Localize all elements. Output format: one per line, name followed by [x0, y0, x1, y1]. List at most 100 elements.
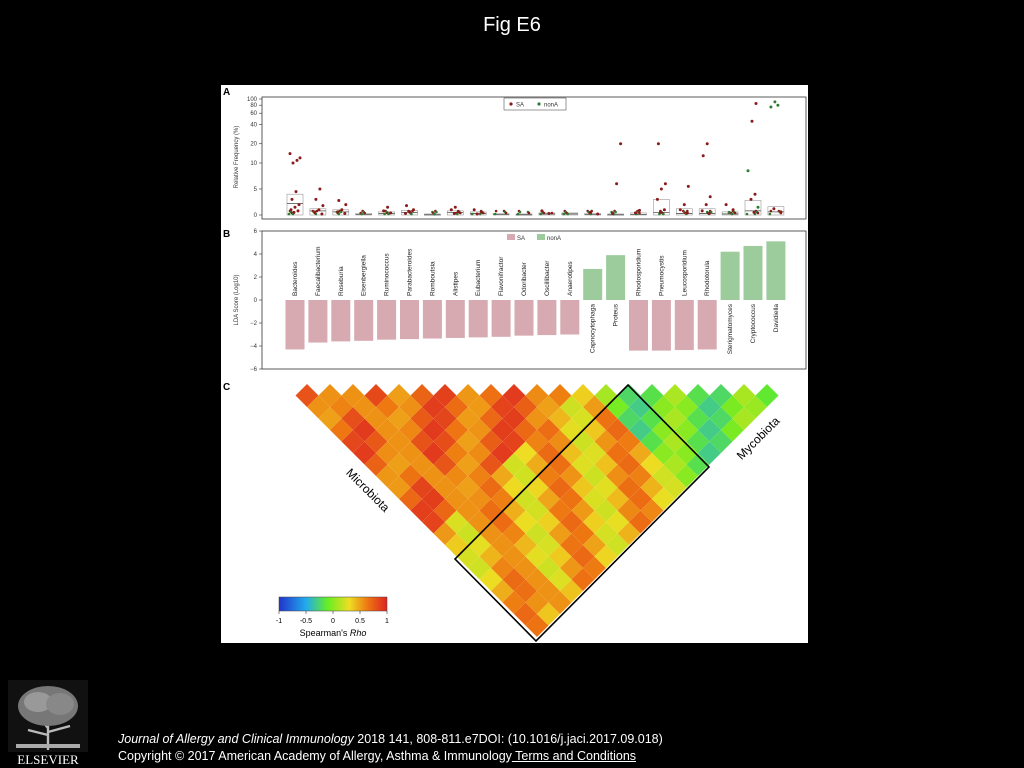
panel-b-category-label: Parabacteroides	[407, 248, 414, 296]
panel-b-category-label: Davidiella	[773, 304, 780, 333]
panel-a-point	[433, 212, 436, 216]
colorbar-tick-label: 1	[385, 618, 389, 625]
panel-a-outlier	[295, 158, 299, 162]
panel-b-ytick-label: −2	[250, 321, 258, 327]
panel-a-point	[493, 212, 497, 216]
panel-a-outlier	[292, 210, 296, 214]
panel-a-point	[662, 212, 665, 216]
panel-b-bar	[720, 251, 740, 300]
panel-a-box	[653, 199, 670, 216]
panel-b-bar	[422, 300, 442, 339]
panel-a-outlier	[540, 209, 544, 213]
panel-a-frame	[261, 96, 807, 220]
panel-a-point	[287, 212, 291, 216]
elsevier-logo-text: ELSEVIER	[17, 752, 79, 766]
panel-b-legend: SA nonA	[507, 234, 561, 242]
panel-a-box	[767, 206, 785, 216]
panel-a-outlier	[615, 182, 619, 186]
panel-b-bar	[308, 300, 328, 343]
panel-a-outlier	[382, 209, 386, 213]
panel-a-outlier	[294, 190, 298, 194]
panel-label-a: A	[223, 87, 230, 98]
panel-a-outlier	[479, 210, 483, 214]
panel-a-outlier	[344, 203, 348, 207]
panel-a-outlier	[343, 211, 347, 215]
panel-a-outlier	[547, 211, 551, 215]
panel-b-category-label: Flavonifractor	[498, 256, 505, 296]
copyright-text: Copyright © 2017 American Academy of All…	[118, 749, 512, 763]
panel-a-point	[518, 210, 522, 214]
panel-a-outlier	[750, 119, 754, 123]
terms-link[interactable]: Terms and Conditions	[511, 749, 637, 763]
panel-b-bar	[445, 300, 465, 338]
panel-a-outlier	[340, 208, 344, 212]
panel-a-point	[614, 210, 617, 214]
citation-line-2: Copyright © 2017 American Academy of All…	[118, 748, 663, 765]
panel-a-ytick-label: 100	[247, 97, 258, 103]
panel-a-outlier	[313, 210, 317, 214]
panel-b-bar	[606, 255, 626, 300]
panel-a-outlier	[449, 208, 453, 212]
panel-a-outlier	[317, 208, 321, 212]
panel-a-outlier	[589, 210, 593, 214]
panel-a-ytick-label: 60	[250, 111, 257, 117]
panel-a-outlier	[638, 208, 641, 212]
colorbar-tick-label: -1	[276, 618, 282, 625]
colorbar-tick-label: -0.5	[300, 618, 312, 625]
panel-a-point	[550, 211, 554, 215]
panel-a-outlier	[708, 195, 712, 199]
citation-details: 2018 141, 808-811.e7DOI: (10.1016/j.jaci…	[353, 732, 663, 746]
panel-b-bar	[377, 300, 397, 340]
panel-a-outlier	[611, 211, 615, 215]
panel-a-ytick-label: 20	[250, 142, 257, 148]
elsevier-logo: ELSEVIER	[8, 680, 88, 766]
panel-a-point	[363, 211, 366, 215]
panel-label-c: C	[223, 382, 230, 393]
panel-a-outlier	[452, 211, 456, 215]
panel-a-outlier	[297, 203, 301, 207]
panel-a-outlier	[475, 212, 479, 216]
panel-b-bar	[400, 300, 419, 340]
panel-a-point	[527, 211, 531, 215]
panel-a-outlier	[700, 209, 704, 213]
panel-b-category-label: Anaerotipes	[567, 261, 574, 296]
panel-b-ytick-label: −4	[250, 344, 258, 350]
panel-b-category-label: Rhodotorula	[704, 260, 711, 296]
panel-b-category-label: Eisenbergiella	[361, 255, 368, 296]
panel-b-bar	[697, 300, 717, 350]
panel-a-ylabel: Relative Frequency (%)	[234, 126, 240, 189]
colorbar: -1 -0.5 0 0.5 1 Spearman's Rho	[276, 596, 389, 638]
panel-a-outlier	[754, 102, 758, 106]
panel-a-ytick-label: 80	[250, 103, 257, 109]
panel-b-bar	[651, 300, 671, 351]
colorbar-tick-label: 0.5	[355, 618, 365, 625]
slide-title: Fig E6	[483, 14, 541, 36]
panel-a-outlier	[753, 192, 757, 196]
panel-b-category-label: Ruminococcus	[384, 253, 391, 296]
panel-a-outlier	[288, 152, 292, 156]
panel-a-outlier	[686, 184, 690, 188]
panel-b-bar	[354, 300, 374, 341]
panel-a-outlier	[320, 212, 324, 216]
panel-b-bar	[583, 268, 603, 300]
panel-b-category-label: Roseburia	[338, 266, 345, 296]
panel-b-bar	[491, 300, 511, 337]
panel-b-legend-nona: nonA	[547, 236, 561, 242]
panel-a-point	[730, 212, 734, 216]
panel-a-outlier	[769, 105, 773, 109]
panel-a-point	[756, 211, 760, 215]
panel-a-outlier	[290, 197, 294, 201]
panel-a-outlier	[389, 211, 393, 215]
panel-a-outlier	[707, 211, 711, 215]
colorbar-tick-label: 0	[331, 618, 335, 625]
panel-a-outlier	[776, 103, 780, 107]
panel-b-plot: 6 4 2 0 −2 −4 −6 Bacteroides Faecalibacterium Ros…	[250, 229, 786, 373]
panel-a-outlier	[704, 203, 708, 207]
panel-a-point	[562, 212, 566, 216]
panel-a-point	[435, 210, 438, 214]
panel-a-outlier	[386, 205, 390, 209]
panel-a-point	[539, 212, 543, 216]
panel-a-point	[383, 212, 386, 216]
panel-a-outlier	[619, 142, 623, 146]
